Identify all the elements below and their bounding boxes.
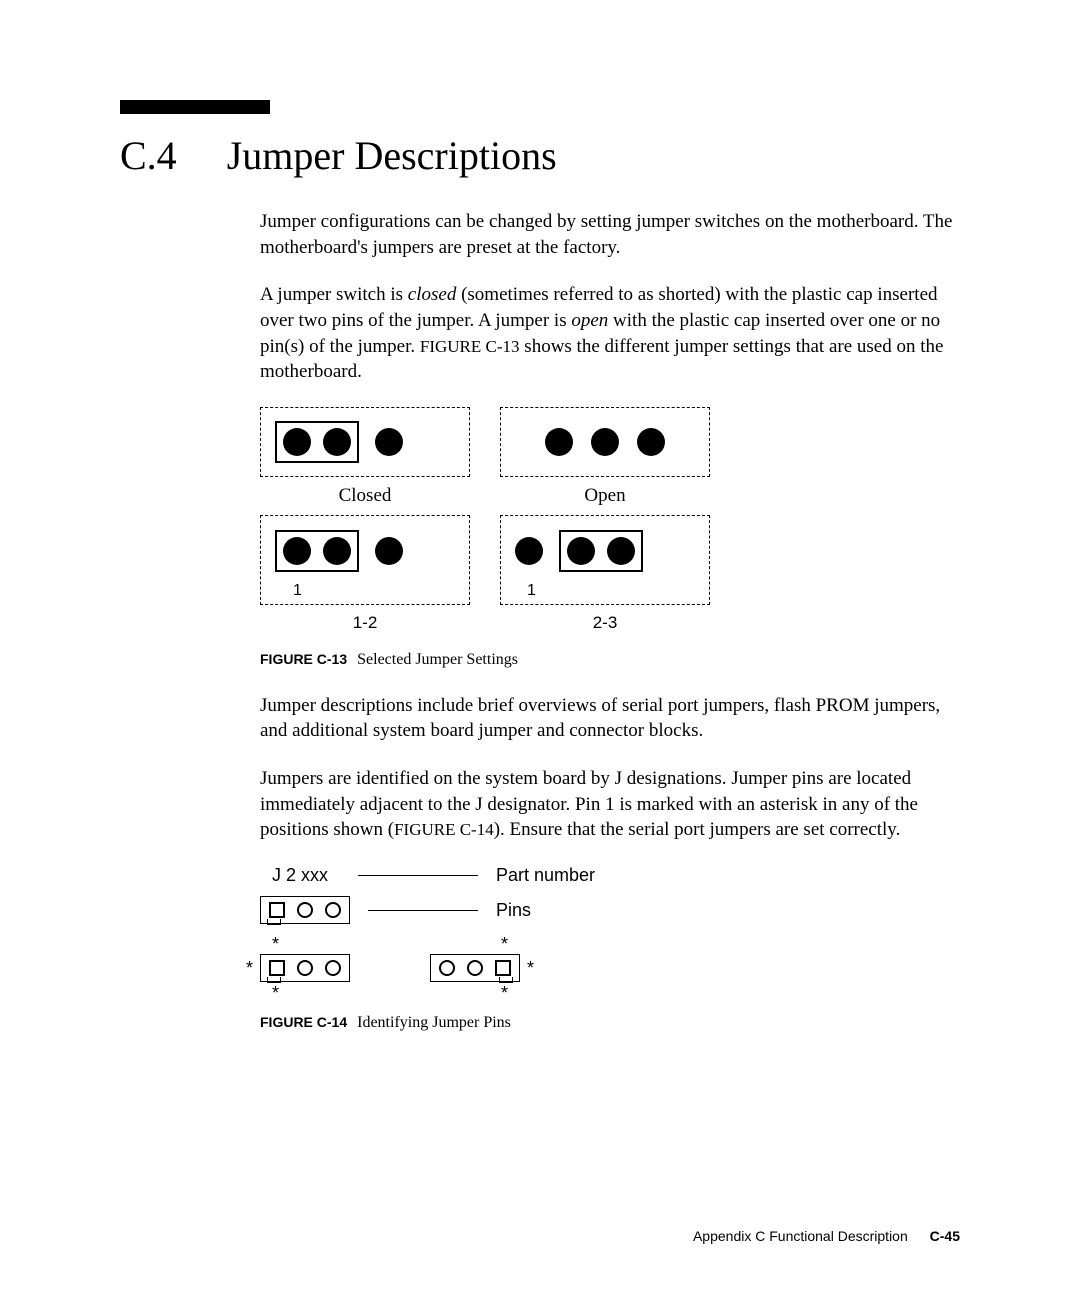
- p4-figref: FIGURE C-14: [394, 820, 494, 839]
- circle-pin: [297, 960, 313, 976]
- sub-left-label: 1-2: [353, 613, 378, 633]
- asterisk-icon: *: [246, 958, 253, 979]
- paragraph-2: A jumper switch is closed (sometimes ref…: [260, 282, 960, 385]
- pin-dot: [283, 537, 311, 565]
- lower-right-item: * * *: [430, 940, 520, 996]
- paragraph-4: Jumpers are identified on the system boa…: [260, 766, 960, 843]
- line-to-pins: [368, 910, 478, 911]
- figure-c13-caption: FIGURE C-13 Selected Jumper Settings: [260, 651, 960, 669]
- pin-dot: [323, 428, 351, 456]
- closed-top-jumper: [275, 421, 359, 463]
- pin-box-lower-right: [430, 954, 520, 982]
- paragraph-3: Jumper descriptions include brief overvi…: [260, 693, 960, 744]
- asterisk-icon: *: [272, 983, 279, 1004]
- line-to-partnumber: [358, 875, 478, 876]
- c14-pins-row: Pins: [260, 896, 640, 924]
- figure-c13: Closed 1 1-2 Open 1 2-3: [260, 407, 960, 633]
- closed-top-box: [260, 407, 470, 477]
- figure-c14-caption: FIGURE C-14 Identifying Jumper Pins: [260, 1014, 960, 1032]
- pin-box-top: [260, 896, 350, 924]
- lower-left-item: * * *: [260, 940, 350, 996]
- paragraph-1: Jumper configurations can be changed by …: [260, 209, 960, 260]
- pin-box-lower-left: [260, 954, 350, 982]
- pin-dot: [283, 428, 311, 456]
- circle-pin: [325, 902, 341, 918]
- pins-label: Pins: [496, 900, 531, 921]
- c14-j2-row: J 2 xxx Part number: [260, 865, 640, 886]
- figure-c14: J 2 xxx Part number Pins * * * *: [260, 865, 640, 996]
- p2-figref: FIGURE C-13: [420, 337, 520, 356]
- fig13-caption-label: FIGURE C-13: [260, 651, 347, 667]
- closed-column: Closed 1 1-2: [260, 407, 470, 633]
- asterisk-icon: *: [272, 934, 279, 955]
- pin-dot: [375, 537, 403, 565]
- closed-bottom-box: 1: [260, 515, 470, 605]
- open-bottom-jumper: [559, 530, 643, 572]
- footer-text: Appendix C Functional Description: [693, 1228, 908, 1244]
- asterisk-icon: *: [501, 934, 508, 955]
- pin-dot: [375, 428, 403, 456]
- pin1-label: 1: [527, 582, 536, 600]
- closed-bottom-jumper: [275, 530, 359, 572]
- p2-a: A jumper switch is: [260, 284, 408, 305]
- open-top-box: [500, 407, 710, 477]
- open-column: Open 1 2-3: [500, 407, 710, 633]
- c14-lower-row: * * * * * *: [260, 940, 640, 996]
- pin-dot: [545, 428, 573, 456]
- fig14-caption-text: Identifying Jumper Pins: [357, 1014, 511, 1031]
- section-number: C.4: [120, 132, 177, 179]
- j2-label: J 2 xxx: [260, 865, 340, 886]
- section-heading: C.4 Jumper Descriptions: [120, 132, 960, 179]
- circle-pin: [439, 960, 455, 976]
- p2-closed: closed: [408, 284, 457, 305]
- closed-label: Closed: [339, 485, 392, 507]
- circle-pin: [467, 960, 483, 976]
- pin-dot: [637, 428, 665, 456]
- p4-b: ). Ensure that the serial port jumpers a…: [494, 819, 901, 840]
- fig13-caption-text: Selected Jumper Settings: [357, 651, 518, 668]
- pin-dot: [567, 537, 595, 565]
- page-footer: Appendix C Functional Description C-45: [693, 1228, 960, 1244]
- asterisk-icon: *: [527, 958, 534, 979]
- circle-pin: [325, 960, 341, 976]
- pin-dot: [323, 537, 351, 565]
- open-bottom-box: 1: [500, 515, 710, 605]
- page-number: C-45: [930, 1228, 960, 1244]
- circle-pin: [297, 902, 313, 918]
- notch-icon: [267, 912, 281, 930]
- pin-dot: [607, 537, 635, 565]
- open-label: Open: [584, 485, 625, 507]
- pin-dot: [515, 537, 543, 565]
- asterisk-icon: *: [501, 983, 508, 1004]
- sub-right-label: 2-3: [593, 613, 618, 633]
- p2-open: open: [571, 310, 608, 331]
- section-title: Jumper Descriptions: [227, 132, 557, 179]
- fig14-caption-label: FIGURE C-14: [260, 1014, 347, 1030]
- partnumber-label: Part number: [496, 865, 595, 886]
- pin-dot: [591, 428, 619, 456]
- section-bar: [120, 100, 270, 114]
- pin1-label: 1: [293, 582, 302, 600]
